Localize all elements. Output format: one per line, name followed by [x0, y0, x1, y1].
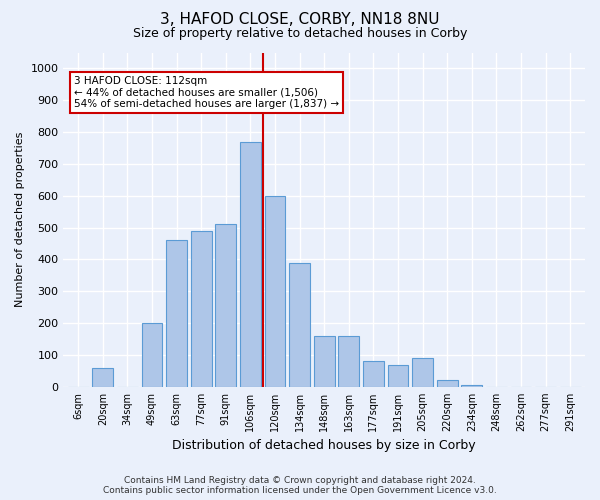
Bar — [461, 385, 482, 387]
Bar — [314, 336, 335, 387]
Y-axis label: Number of detached properties: Number of detached properties — [15, 132, 25, 308]
Text: 3, HAFOD CLOSE, CORBY, NN18 8NU: 3, HAFOD CLOSE, CORBY, NN18 8NU — [160, 12, 440, 28]
Bar — [265, 196, 286, 387]
Text: Size of property relative to detached houses in Corby: Size of property relative to detached ho… — [133, 28, 467, 40]
X-axis label: Distribution of detached houses by size in Corby: Distribution of detached houses by size … — [172, 440, 476, 452]
Bar — [412, 358, 433, 387]
Bar — [388, 364, 409, 387]
Bar — [215, 224, 236, 387]
Bar — [437, 380, 458, 387]
Text: Contains HM Land Registry data © Crown copyright and database right 2024.
Contai: Contains HM Land Registry data © Crown c… — [103, 476, 497, 495]
Bar — [142, 323, 163, 387]
Text: 3 HAFOD CLOSE: 112sqm
← 44% of detached houses are smaller (1,506)
54% of semi-d: 3 HAFOD CLOSE: 112sqm ← 44% of detached … — [74, 76, 339, 109]
Bar — [363, 362, 384, 387]
Bar — [92, 368, 113, 387]
Bar — [338, 336, 359, 387]
Bar — [289, 262, 310, 387]
Bar — [240, 142, 261, 387]
Bar — [191, 231, 212, 387]
Bar — [166, 240, 187, 387]
